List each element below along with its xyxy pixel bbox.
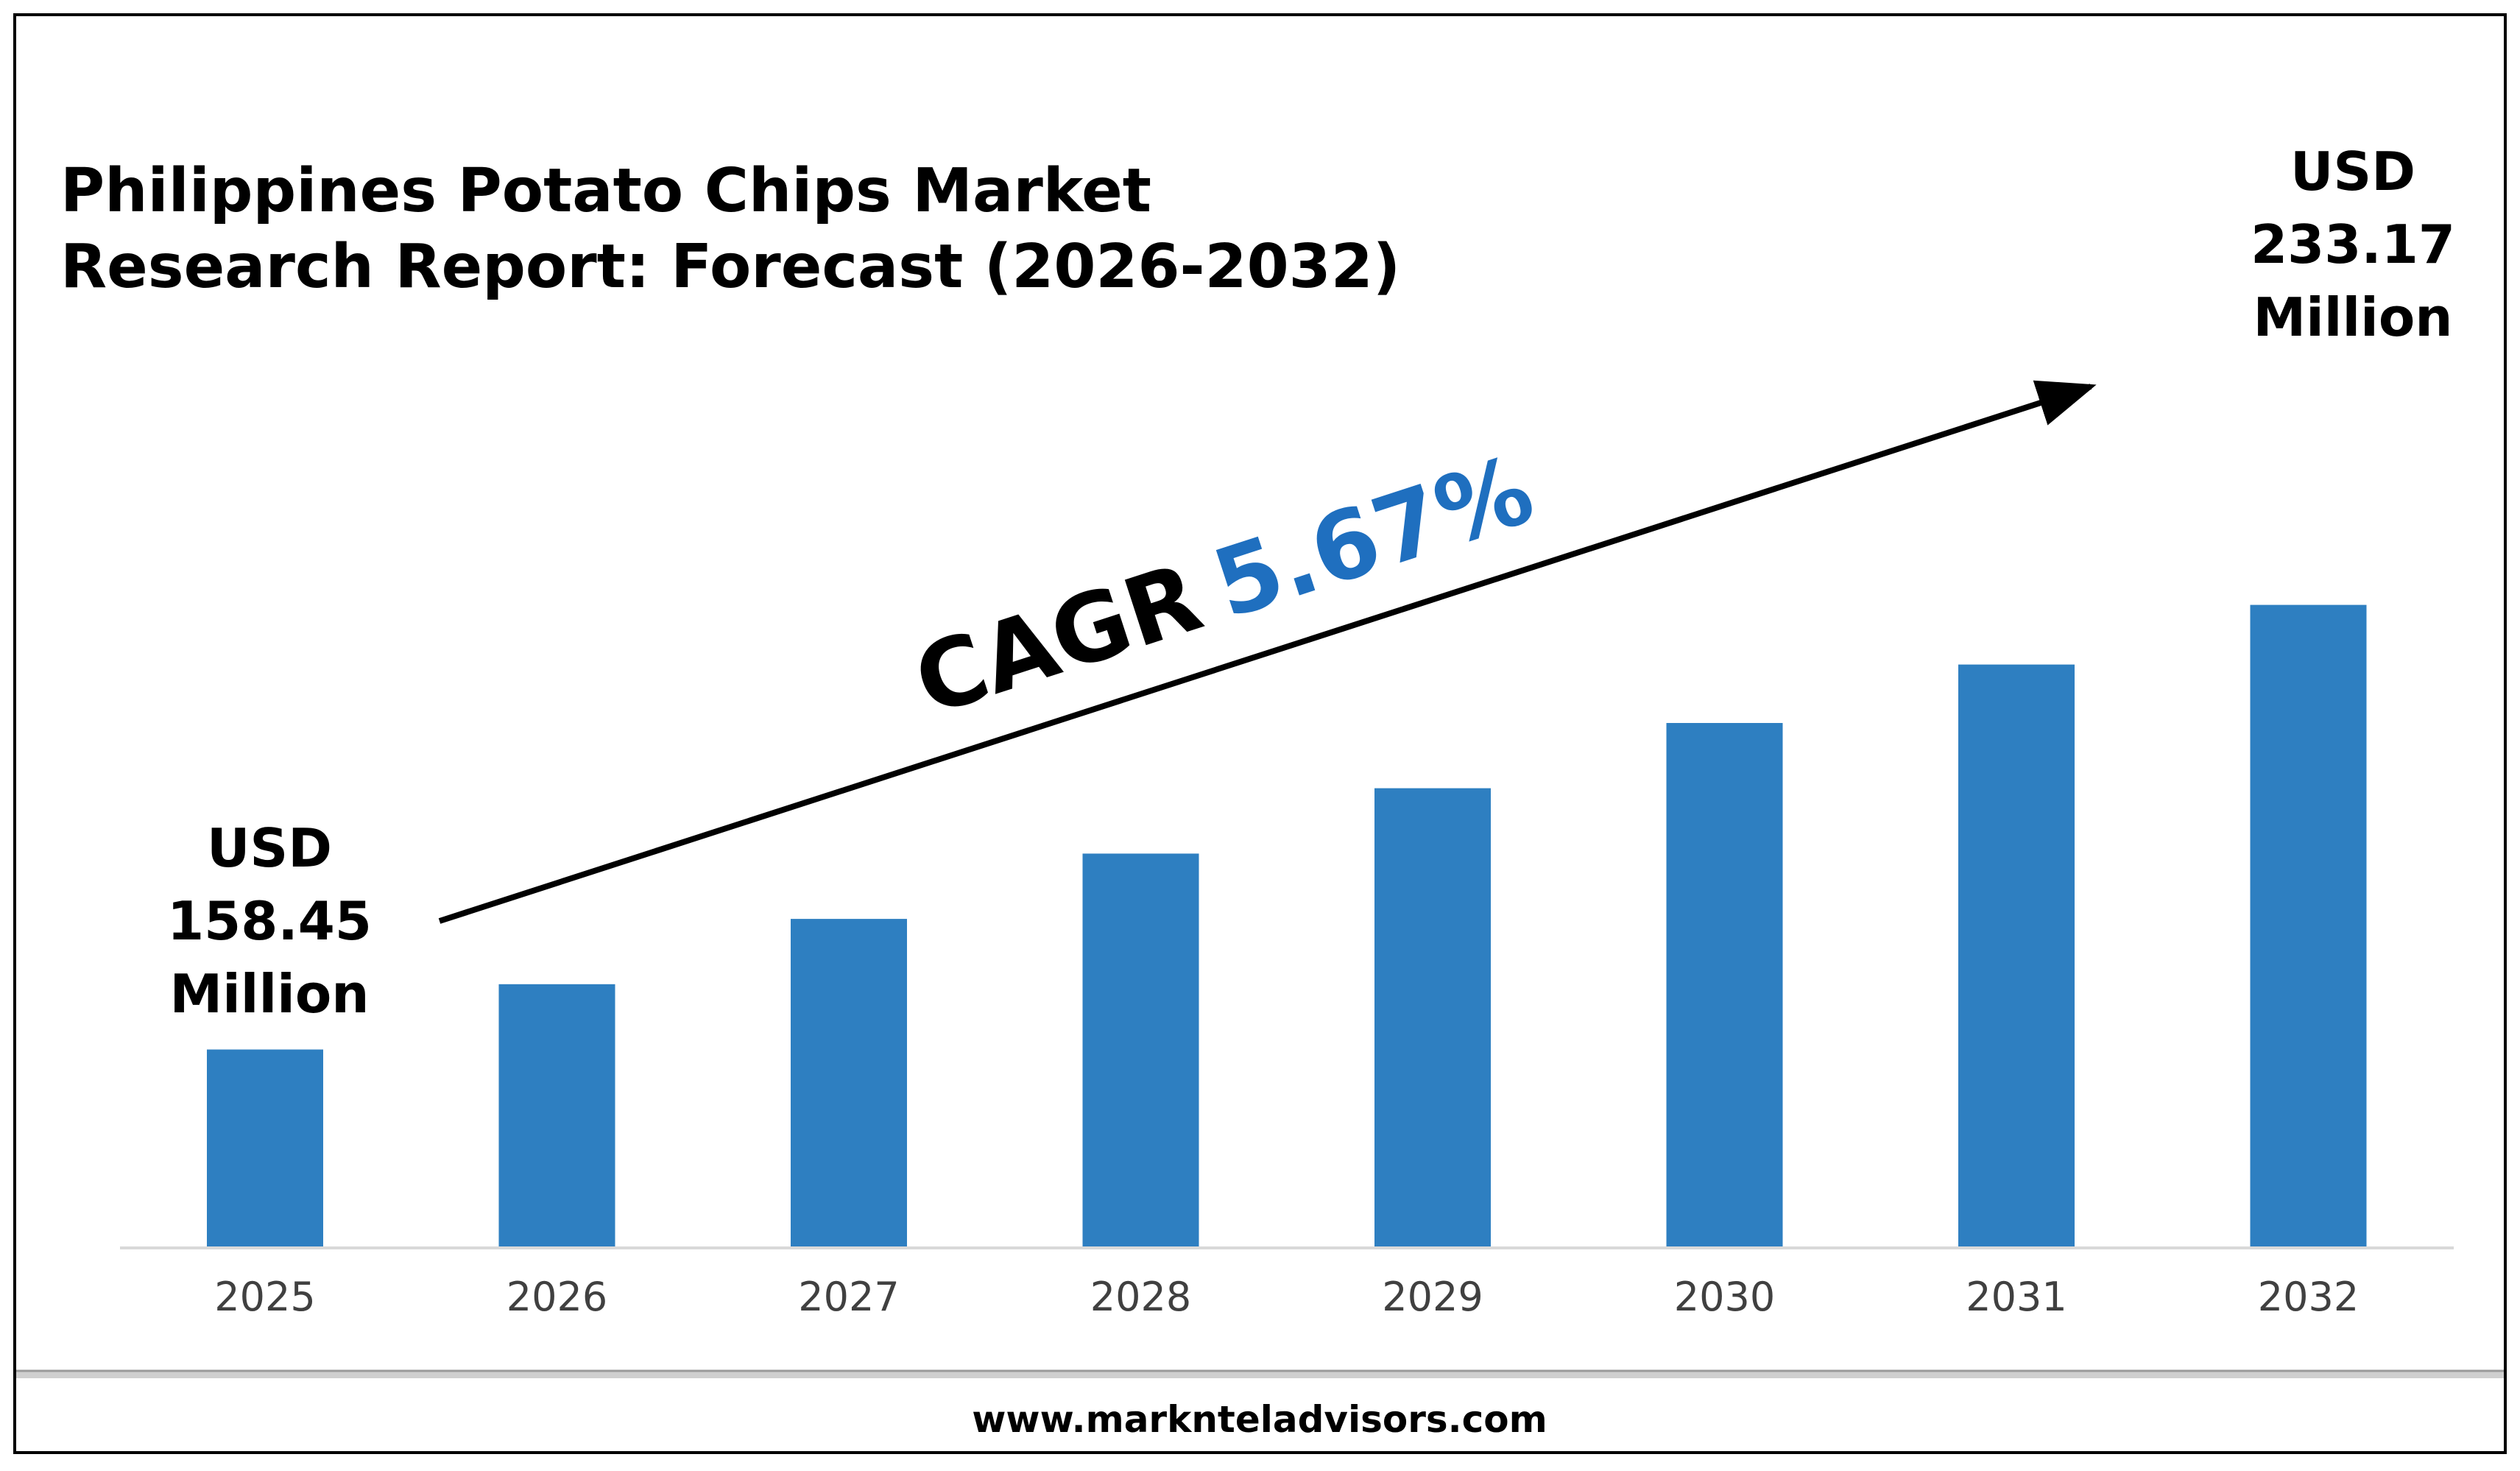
last-value-label: USD 233.17 Million xyxy=(2251,141,2455,348)
last-value-label-amount: 233.17 xyxy=(2251,214,2455,275)
x-axis-tick-labels: 2025 2026 2027 2028 2029 2030 2031 2032 xyxy=(214,1274,2359,1320)
footer-separator-shadow xyxy=(16,1371,2504,1378)
x-tick-label-2029: 2029 xyxy=(1382,1274,1483,1320)
bar-2030 xyxy=(1666,723,1783,1246)
x-tick-label-2026: 2026 xyxy=(507,1274,607,1320)
x-tick-label-2030: 2030 xyxy=(1674,1274,1775,1320)
first-value-label-amount: 158.45 xyxy=(167,890,372,952)
cagr-trend-arrow xyxy=(438,380,2097,924)
chart-title-line-1: Philippines Potato Chips Market xyxy=(60,156,1151,226)
chart-frame xyxy=(13,13,2507,1454)
first-value-label: USD 158.45 Million xyxy=(167,817,372,1025)
bar-2029 xyxy=(1374,788,1491,1246)
chart-title-line-2: Research Report: Forecast (2026-2032) xyxy=(60,232,1400,302)
x-tick-label-2031: 2031 xyxy=(1966,1274,2067,1320)
x-tick-label-2032: 2032 xyxy=(2258,1274,2359,1320)
bars xyxy=(207,604,2367,1246)
bar-2032 xyxy=(2250,604,2367,1246)
bar-2025 xyxy=(207,1049,323,1246)
x-tick-label-2027: 2027 xyxy=(798,1274,899,1320)
x-tick-label-2028: 2028 xyxy=(1090,1274,1191,1320)
bar-2026 xyxy=(498,984,615,1246)
footer-website: www.marknteladvisors.com xyxy=(972,1398,1547,1441)
first-value-label-currency: USD xyxy=(207,817,332,879)
first-value-label-unit: Million xyxy=(169,963,369,1025)
bar-2027 xyxy=(791,919,907,1246)
bar-2028 xyxy=(1082,853,1199,1246)
last-value-label-currency: USD xyxy=(2290,141,2415,202)
bar-2031 xyxy=(1958,664,2075,1246)
last-value-label-unit: Million xyxy=(2253,286,2452,348)
x-tick-label-2025: 2025 xyxy=(214,1274,315,1320)
